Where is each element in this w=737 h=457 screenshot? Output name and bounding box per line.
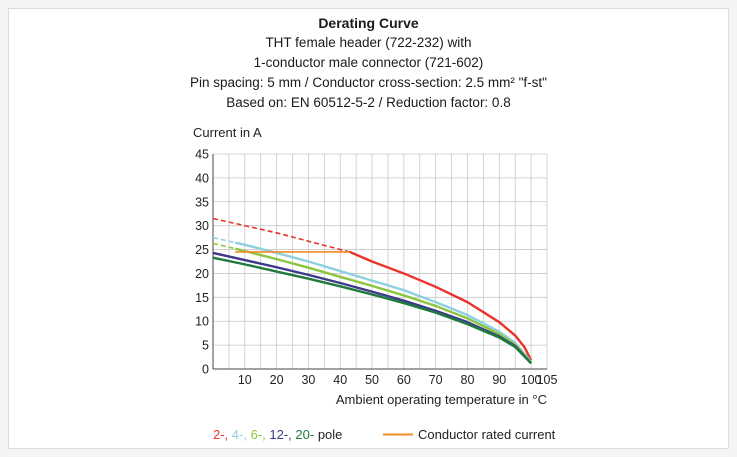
chart-subtitle-2: 1-conductor male connector (721-602) (253, 55, 484, 70)
x-tick-label: 100 (521, 373, 542, 387)
series-6-line (234, 247, 532, 364)
x-tick-label: 30 (301, 373, 315, 387)
x-tick-label: 60 (397, 373, 411, 387)
series-4-dashed (212, 236, 236, 244)
chart-legend: 2-, 4-, 6-, 12-, 20- pole Conductor rated… (213, 427, 556, 442)
series-20-line (212, 256, 532, 365)
chart-labels: 0 5 10 15 20 25 30 35 40 45 10 20 30 40 50 60 70 80 90 1001… (193, 125, 557, 407)
legend-pole-6: 6-, (251, 427, 270, 442)
chart-axes (212, 154, 547, 370)
legend-pole-2: 2-, (213, 427, 232, 442)
chart-title: Derating Curve (318, 15, 419, 31)
x-tick-label: 20 (270, 373, 284, 387)
y-tick-label: 30 (195, 219, 209, 233)
chart-subtitle-1: THT female header (722-232) with (265, 35, 472, 50)
chart-subtitle-3: Pin spacing: 5 mm / Conductor cross-sect… (190, 75, 547, 90)
series-2-dashed (212, 217, 350, 253)
y-tick-label: 20 (195, 267, 209, 281)
x-tick-label: 105 (537, 373, 558, 387)
x-axis-label: Ambient operating temperature in °C (336, 392, 547, 407)
chart-card (8, 8, 729, 449)
legend-pole-12: 12-, (269, 427, 295, 442)
y-tick-label: 40 (195, 171, 209, 185)
legend-pole-4: 4-, (232, 427, 251, 442)
chart-series (212, 217, 533, 365)
x-tick-label: 40 (333, 373, 347, 387)
series-2-line (349, 250, 533, 361)
y-tick-label: 10 (195, 315, 209, 329)
y-tick-label: 35 (195, 195, 209, 209)
legend-pole-suffix: pole (318, 427, 343, 442)
y-tick-label: 5 (202, 339, 209, 353)
y-tick-label: 25 (195, 243, 209, 257)
x-tick-label: 70 (429, 373, 443, 387)
chart-grid (213, 153, 548, 369)
chart-subtitle-4: Based on: EN 60512-5-2 / Reduction facto… (226, 95, 511, 110)
chart-titles: Derating Curve THT female header (722-23… (0, 13, 737, 113)
y-tick-label: 0 (202, 363, 209, 377)
legend-pole-20: 20- (295, 427, 317, 442)
legend-pole-text: 2-, 4-, 6-, 12-, 20- pole (213, 427, 342, 442)
y-tick-label: 45 (195, 148, 209, 162)
legend-rated-label: Conductor rated current (418, 427, 556, 442)
x-tick-label: 80 (461, 373, 475, 387)
x-tick-label: 90 (492, 373, 506, 387)
y-tick-label: 15 (195, 291, 209, 305)
x-tick-label: 10 (238, 373, 252, 387)
series-6-dashed (212, 242, 236, 250)
y-axis-label: Current in A (193, 125, 262, 140)
x-tick-label: 50 (365, 373, 379, 387)
